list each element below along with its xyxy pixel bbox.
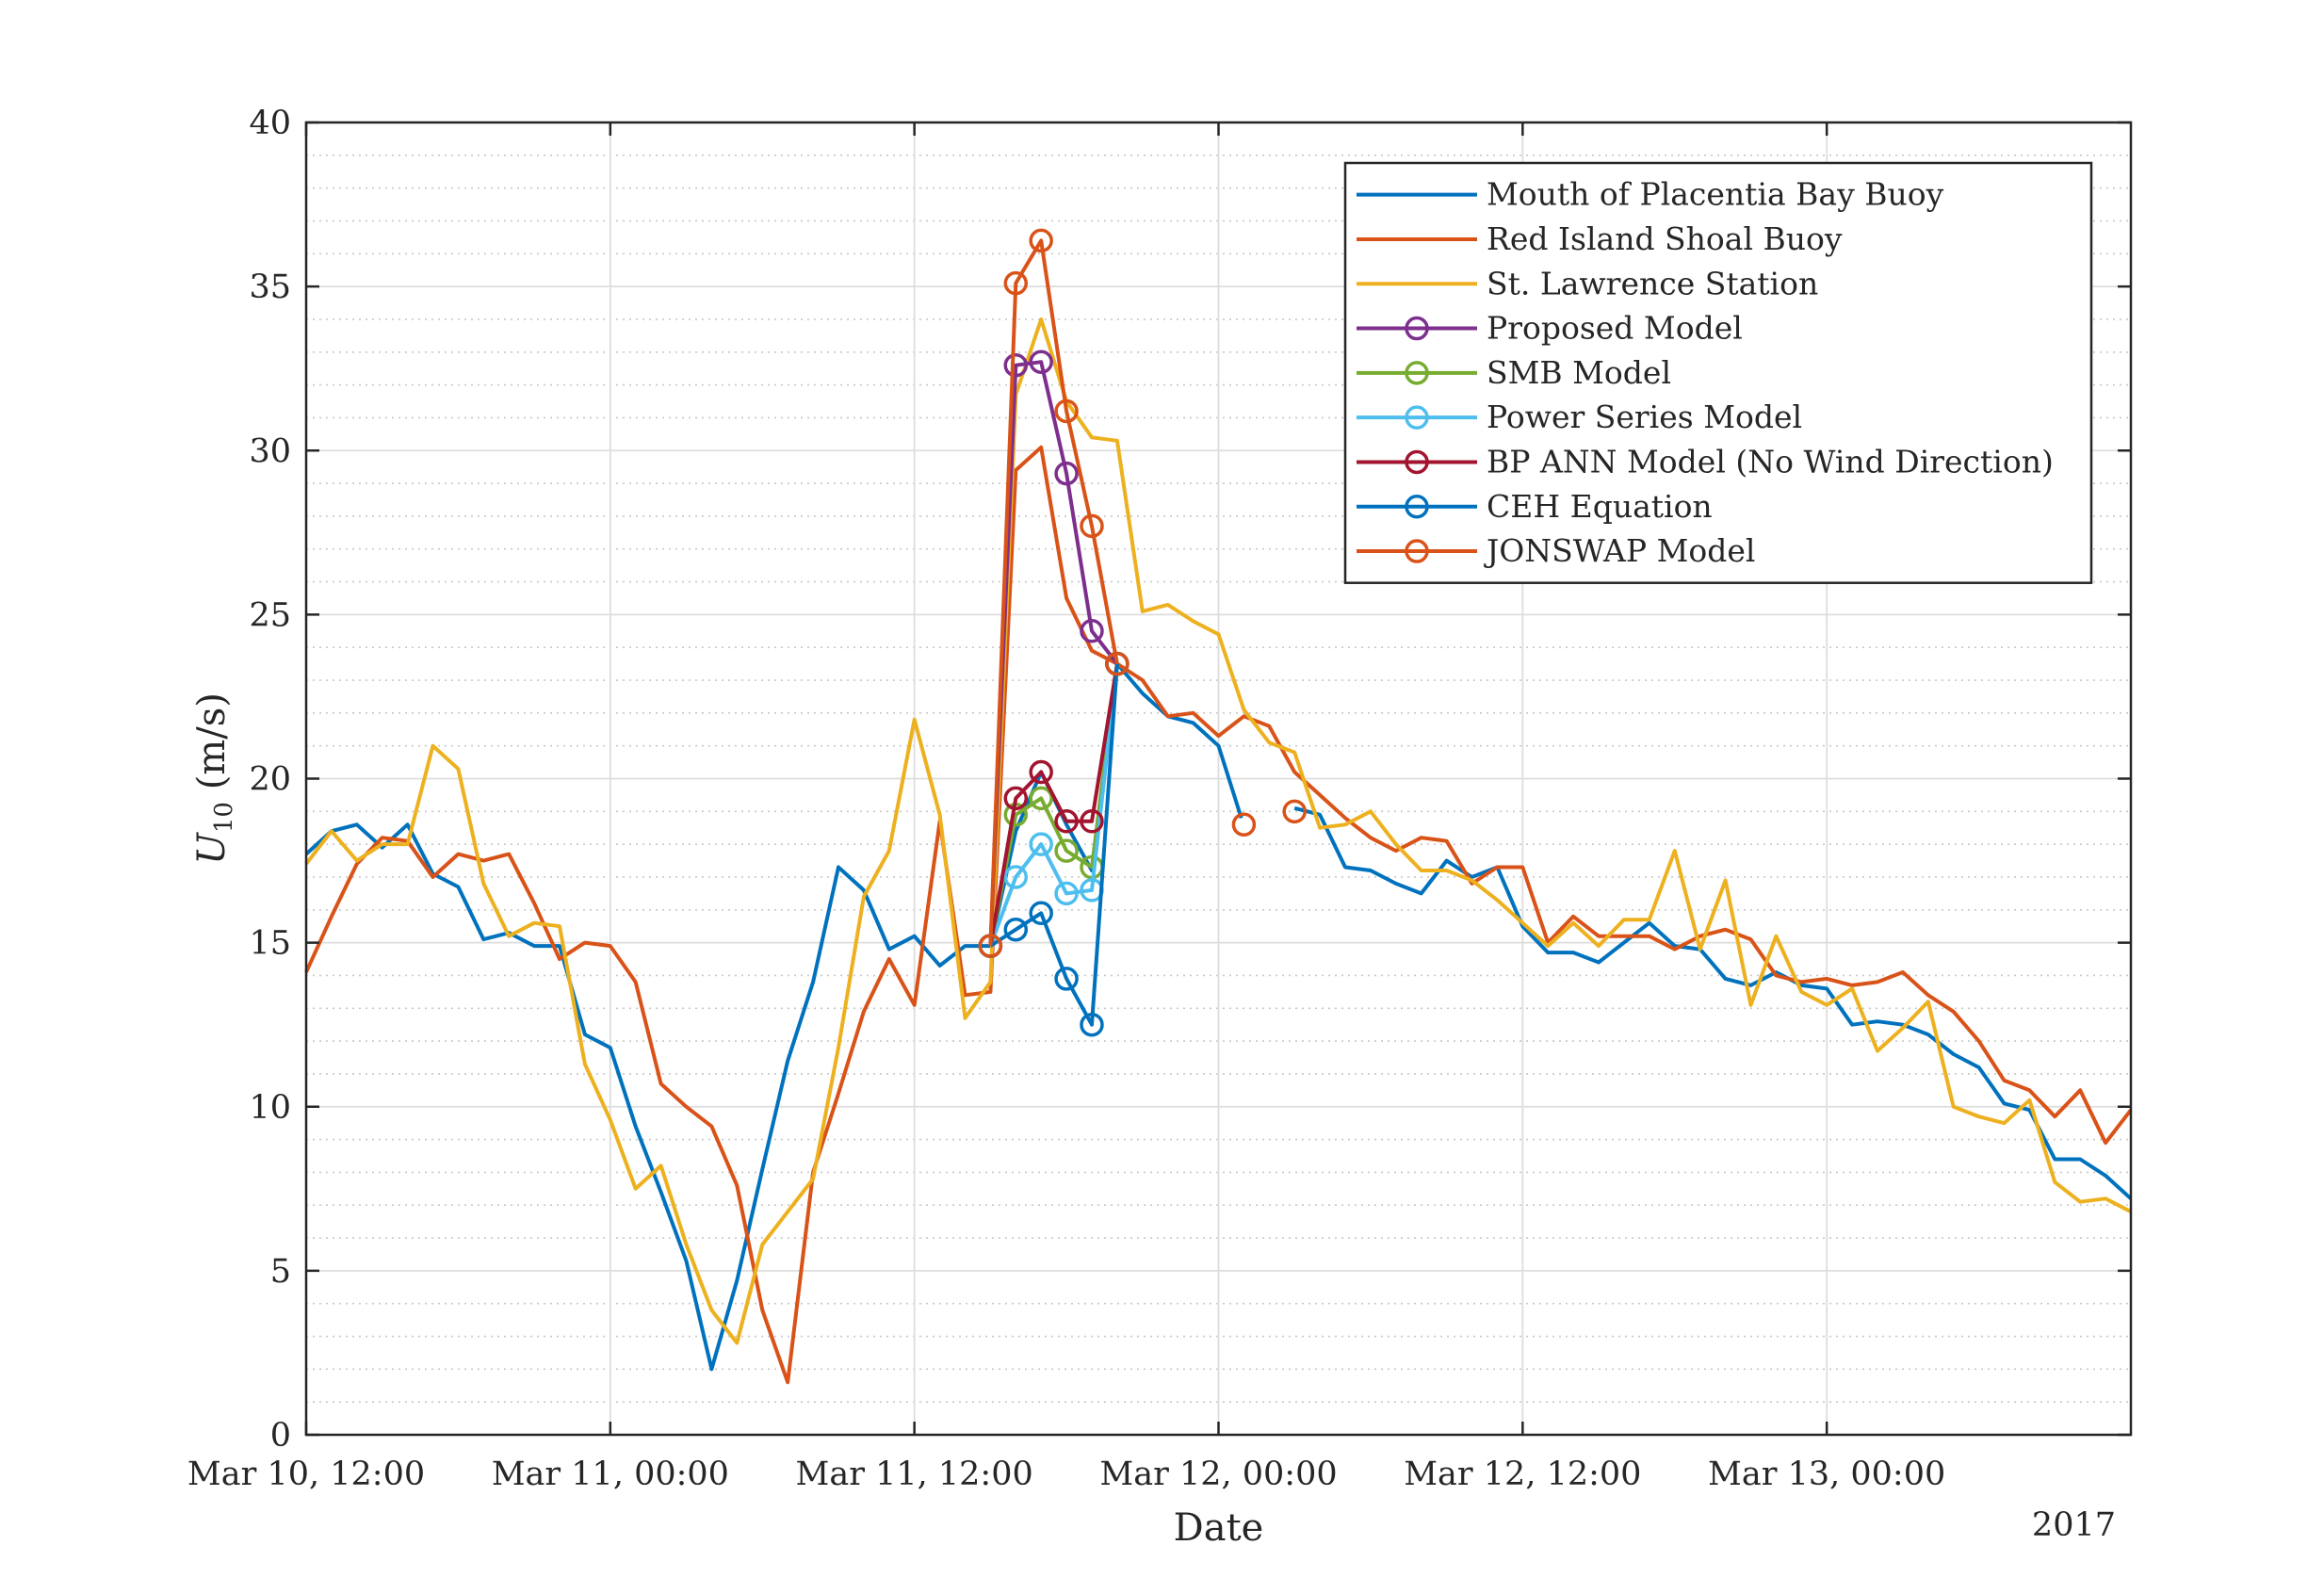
data-point: [1054, 881, 1079, 906]
data-point: [1003, 786, 1029, 811]
data-point: [1080, 1012, 1104, 1037]
y-axis-label-unit: (m/s): [190, 692, 234, 802]
data-point: [978, 934, 1003, 958]
x-tick-label: Mar 12, 12:00: [1404, 1456, 1641, 1493]
legend-label: CEH Equation: [1487, 488, 1713, 525]
x-tick-label: Mar 13, 00:00: [1708, 1456, 1945, 1493]
data-point: [1080, 619, 1104, 643]
y-tick-label: 20: [249, 761, 291, 799]
legend-label: St. Lawrence Station: [1487, 265, 1818, 301]
legend-label: Mouth of Placentia Bay Buoy: [1487, 176, 1944, 213]
data-point: [1054, 809, 1079, 834]
y-tick-label: 40: [249, 105, 291, 142]
legend-item: Mouth of Placentia Bay Buoy: [1357, 176, 1944, 213]
data-point: [1003, 917, 1029, 942]
y-tick-label: 25: [249, 596, 291, 634]
legend-marker: [1405, 539, 1429, 563]
legend-item: CEH Equation: [1357, 488, 1713, 525]
series-line: [988, 663, 1119, 947]
legend-marker: [1405, 495, 1429, 519]
data-point: [1003, 270, 1029, 296]
data-point: [1003, 865, 1029, 889]
series-jonswap-model: [978, 228, 1307, 958]
y-tick-label: 0: [270, 1417, 291, 1455]
data-point: [1054, 967, 1079, 991]
series-line: [988, 360, 1119, 947]
data-point: [1029, 901, 1053, 926]
legend-label: Proposed Model: [1487, 310, 1743, 347]
data-point: [1231, 812, 1257, 838]
series-st-lawrence-station: [304, 317, 2132, 1345]
y-tick-label: 35: [249, 268, 291, 306]
legend-item: JONSWAP Model: [1357, 532, 1755, 569]
axis-ticks: 0 5 10 15 20 25 30 35 40 Mar 10, 12:00 Mar 11, 00:…: [187, 105, 2131, 1493]
legend-marker: [1405, 405, 1429, 430]
y-tick-label: 10: [249, 1089, 291, 1127]
x-tick-label: Mar 10, 12:00: [187, 1456, 425, 1493]
series-red-island-shoal-buoy: [304, 445, 2133, 1385]
data-point: [1105, 651, 1129, 676]
series-line: [988, 663, 1119, 947]
data-point: [1282, 799, 1307, 824]
series-line: [988, 663, 1119, 947]
data-point: [1054, 461, 1079, 486]
data-point: [1054, 398, 1079, 424]
legend-item: Proposed Model: [1357, 310, 1743, 347]
data-point: [1029, 759, 1053, 785]
y-tick-label: 5: [270, 1253, 291, 1291]
x-tick-label: Mar 11, 12:00: [796, 1456, 1033, 1493]
series-line: [989, 663, 1119, 1027]
x-axis-label: Date: [1174, 1506, 1264, 1550]
data-point: [1054, 838, 1079, 863]
legend-label: Power Series Model: [1487, 398, 1802, 435]
legend-marker: [1405, 449, 1429, 475]
legend-marker: [1405, 316, 1429, 341]
plot-series: [304, 228, 2133, 1385]
legend-label: Red Island Shoal Buoy: [1487, 220, 1843, 257]
legend-label: BP ANN Model (No Wind Direction): [1487, 443, 2054, 480]
y-axis-label-subscript: 10: [210, 802, 238, 833]
x-tick-label: Mar 11, 00:00: [492, 1456, 729, 1493]
legend-item: St. Lawrence Station: [1357, 265, 1818, 301]
y-tick-label: 30: [249, 432, 291, 470]
x-axis-year-label: 2017: [2032, 1506, 2116, 1544]
legend-item: BP ANN Model (No Wind Direction): [1357, 443, 2054, 480]
series-line: [304, 317, 2132, 1345]
data-point: [1029, 228, 1053, 253]
data-point: [1029, 350, 1053, 374]
data-point: [1029, 832, 1053, 856]
data-point: [1080, 513, 1104, 539]
series-line: [988, 238, 1119, 947]
data-point: [1080, 809, 1104, 834]
data-point: [1029, 786, 1053, 811]
series-line: [304, 445, 2133, 1385]
legend-item: Red Island Shoal Buoy: [1357, 220, 1843, 257]
y-tick-label: 15: [249, 925, 291, 963]
y-axis-label-symbol: U: [190, 832, 234, 865]
x-tick-label: Mar 12, 00:00: [1099, 1456, 1337, 1493]
legend-label: JONSWAP Model: [1484, 532, 1755, 569]
data-point: [1003, 352, 1029, 378]
legend-label: SMB Model: [1487, 354, 1671, 391]
legend: Mouth of Placentia Bay Buoy Red Island Sh…: [1343, 161, 2093, 584]
y-axis-label: U10 (m/s): [190, 692, 238, 865]
legend-marker: [1405, 361, 1429, 385]
legend-item: SMB Model: [1357, 354, 1671, 391]
legend-item: Power Series Model: [1357, 398, 1802, 435]
series-line: [1293, 805, 2133, 1200]
